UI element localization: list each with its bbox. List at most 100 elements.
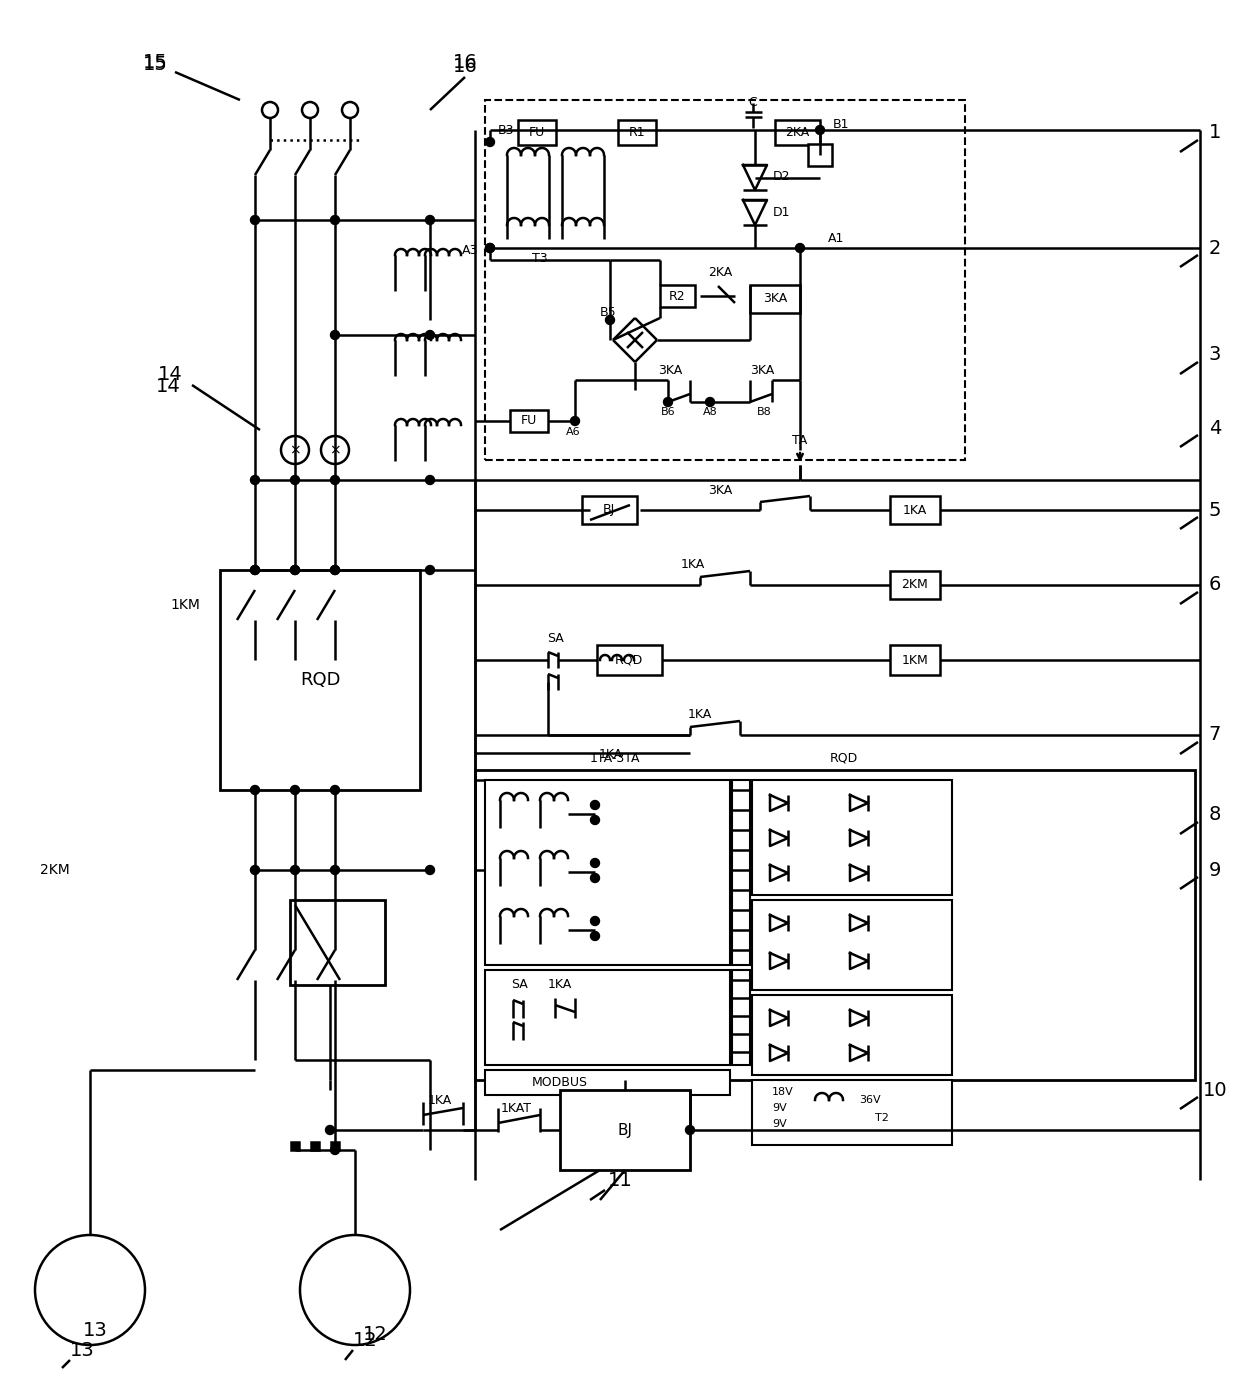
- Circle shape: [570, 417, 579, 425]
- Text: 1KAT: 1KAT: [501, 1102, 532, 1114]
- Bar: [331, 1142, 339, 1151]
- Circle shape: [250, 865, 259, 875]
- Bar: [596, 644, 662, 675]
- Circle shape: [590, 815, 599, 825]
- Text: A3: A3: [461, 243, 477, 256]
- Circle shape: [331, 566, 340, 575]
- Bar: [751, 995, 952, 1075]
- Circle shape: [486, 243, 495, 253]
- Text: 16: 16: [453, 57, 477, 77]
- Text: 14: 14: [157, 365, 182, 384]
- Text: 9V: 9V: [773, 1103, 786, 1113]
- Text: 11: 11: [608, 1170, 632, 1190]
- Bar: [618, 120, 656, 145]
- Text: A6: A6: [565, 426, 580, 438]
- Circle shape: [331, 865, 340, 875]
- Text: B6: B6: [661, 407, 676, 417]
- Text: SA: SA: [548, 632, 564, 644]
- Text: 2KM: 2KM: [40, 863, 69, 877]
- Text: 2KA: 2KA: [785, 126, 810, 140]
- Text: 6: 6: [1209, 576, 1221, 594]
- Text: B8: B8: [756, 407, 771, 417]
- Circle shape: [605, 316, 615, 324]
- Bar: [485, 1069, 730, 1095]
- Text: 1: 1: [1209, 123, 1221, 143]
- Text: MODBUS: MODBUS: [532, 1075, 588, 1089]
- Bar: [751, 900, 952, 990]
- Text: RQD: RQD: [300, 671, 340, 689]
- Bar: [485, 780, 730, 965]
- Text: RQD: RQD: [615, 653, 644, 667]
- Circle shape: [425, 865, 434, 875]
- Circle shape: [425, 475, 434, 485]
- Bar: [290, 900, 384, 986]
- Bar: [485, 970, 730, 1065]
- Text: 1KA: 1KA: [548, 979, 572, 991]
- Text: SA: SA: [512, 979, 528, 991]
- Bar: [518, 120, 556, 145]
- Text: 9V: 9V: [773, 1118, 786, 1130]
- Text: 3KA: 3KA: [658, 363, 682, 376]
- Bar: [291, 1142, 299, 1151]
- Text: 3KA: 3KA: [763, 292, 787, 306]
- Text: 2: 2: [1209, 239, 1221, 257]
- Text: 36V: 36V: [859, 1095, 880, 1104]
- Text: 9: 9: [1209, 861, 1221, 879]
- Circle shape: [290, 865, 300, 875]
- Bar: [890, 496, 940, 524]
- Text: B5: B5: [600, 306, 616, 319]
- Circle shape: [590, 858, 599, 868]
- Text: 1KM: 1KM: [170, 598, 200, 612]
- Circle shape: [816, 126, 825, 134]
- Circle shape: [686, 1125, 694, 1135]
- Text: 15: 15: [143, 56, 167, 74]
- Text: 12: 12: [352, 1331, 377, 1349]
- Bar: [311, 1142, 319, 1151]
- Bar: [732, 970, 750, 1065]
- Circle shape: [250, 786, 259, 794]
- Text: 15: 15: [143, 53, 167, 71]
- Text: A8: A8: [703, 407, 718, 417]
- Bar: [890, 644, 940, 675]
- Text: 1KA: 1KA: [688, 709, 712, 721]
- Text: 3KA: 3KA: [750, 363, 774, 376]
- Circle shape: [325, 1125, 335, 1135]
- Circle shape: [331, 215, 340, 225]
- Circle shape: [250, 566, 259, 575]
- Circle shape: [250, 566, 259, 575]
- Bar: [485, 101, 965, 460]
- Text: 1KM: 1KM: [901, 653, 929, 667]
- Text: 1TA-3TA: 1TA-3TA: [590, 752, 640, 765]
- Text: C: C: [749, 96, 758, 109]
- Text: 4: 4: [1209, 418, 1221, 438]
- Text: BJ: BJ: [603, 503, 615, 516]
- Circle shape: [250, 475, 259, 485]
- Text: R1: R1: [629, 126, 645, 140]
- Text: 3KA: 3KA: [708, 484, 732, 496]
- Text: ×: ×: [289, 443, 301, 457]
- Circle shape: [331, 330, 340, 340]
- Bar: [510, 410, 548, 432]
- Text: 7: 7: [1209, 726, 1221, 745]
- Text: 13: 13: [83, 1321, 108, 1339]
- Circle shape: [290, 566, 300, 575]
- Text: T3: T3: [532, 252, 548, 264]
- Text: D1: D1: [773, 207, 791, 219]
- Circle shape: [331, 786, 340, 794]
- Text: ×: ×: [329, 443, 341, 457]
- Circle shape: [290, 475, 300, 485]
- Bar: [750, 285, 800, 313]
- Text: B3: B3: [498, 123, 515, 137]
- Circle shape: [425, 566, 434, 575]
- Circle shape: [331, 566, 340, 575]
- Circle shape: [590, 801, 599, 809]
- Circle shape: [590, 931, 599, 941]
- Circle shape: [486, 137, 495, 147]
- Text: A1: A1: [828, 232, 844, 245]
- Text: RQD: RQD: [830, 752, 858, 765]
- Text: 1KA: 1KA: [428, 1093, 453, 1106]
- Circle shape: [663, 397, 672, 407]
- Circle shape: [290, 786, 300, 794]
- Text: T2: T2: [875, 1113, 889, 1123]
- Bar: [890, 570, 940, 598]
